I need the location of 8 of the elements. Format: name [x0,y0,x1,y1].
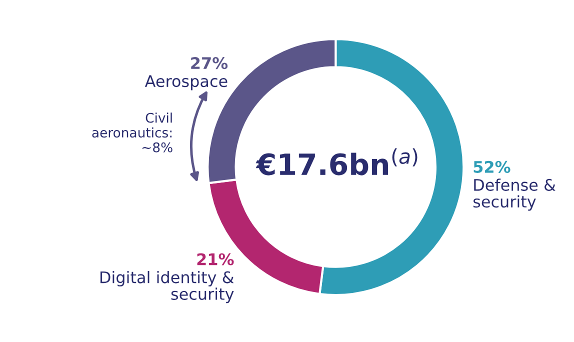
data-label: 52% [474,160,510,173]
text: €17.6bn$^{(a)}$ [256,148,418,176]
data-label: 27% [191,57,228,70]
slice-label: Aerospace [144,75,228,90]
slice-label: Defense & security [473,178,556,211]
text: Civil aeronautics: ~8% [92,112,172,152]
data-label: 21% [197,253,234,266]
slice-label: Digital identity & security [100,270,234,304]
